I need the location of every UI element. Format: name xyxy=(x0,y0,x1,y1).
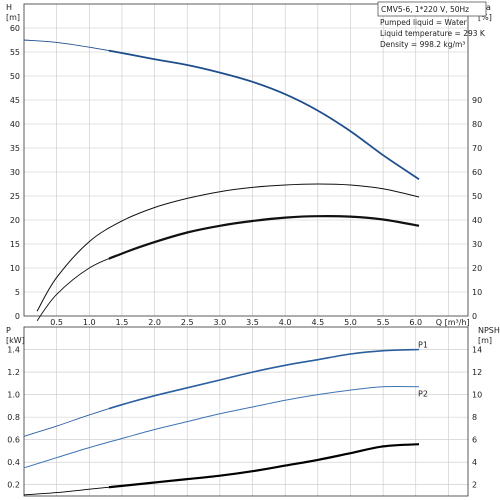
y-left-tick-label: 0.6 xyxy=(7,436,20,445)
series-line-efficiency xyxy=(108,215,420,260)
series-label-p2: P2 xyxy=(418,390,428,399)
plot-frame-head xyxy=(23,3,469,317)
y-right-tick-label: 40 xyxy=(472,216,482,225)
series-line-p1 xyxy=(108,348,420,410)
x-tick-label: 1.0 xyxy=(83,318,96,327)
x-tick-label: 6.0 xyxy=(409,318,422,327)
info-box: CMV5-6, 1*220 V, 50Hz Pumped liquid = Wa… xyxy=(377,1,487,49)
y-left-tick-label: 30 xyxy=(10,168,20,177)
info-line-temperature: Liquid temperature = 293 K xyxy=(380,29,486,38)
info-line-density: Density = 998.2 kg/m³ xyxy=(380,40,465,49)
y-left-tick-label: 0.8 xyxy=(7,413,20,422)
info-line-liquid: Pumped liquid = Water xyxy=(380,18,468,27)
y-right-tick-label: 80 xyxy=(472,120,482,129)
y-right-tick-label: 10 xyxy=(472,288,482,297)
y-left-tick-label: 25 xyxy=(10,192,20,201)
y-right-tick-label: 30 xyxy=(472,240,482,249)
y-left-tick-label: 0 xyxy=(15,312,20,321)
y-right-axis-title: NPSH xyxy=(478,326,500,335)
info-title: CMV5-6, 1*220 V, 50Hz xyxy=(381,5,469,14)
y-right-tick-label: 6 xyxy=(472,436,477,445)
frame-layer xyxy=(23,3,469,497)
y-left-axis-title: P xyxy=(6,326,11,335)
x-tick-label: 3.5 xyxy=(246,318,259,327)
plot-frame-power xyxy=(23,326,469,497)
y-left-tick-label: 20 xyxy=(10,216,20,225)
tick-layer: 0 5 10 15 20 25 30 35 40 45 50 55 60 0 10 20 30 40 50 60 70 8… xyxy=(6,3,500,490)
y-left-axis-title-unit: [m] xyxy=(6,13,20,22)
x-tick-label: 4.5 xyxy=(311,318,324,327)
x-tick-label: 3.0 xyxy=(214,318,227,327)
y-left-tick-label: 40 xyxy=(10,120,20,129)
y-right-tick-label: 70 xyxy=(472,144,482,153)
series-line-npsh xyxy=(108,443,420,489)
x-tick-label: 0.5 xyxy=(50,318,63,327)
y-right-tick-label: 14 xyxy=(472,346,482,355)
y-right-axis-title-unit: [m] xyxy=(478,336,492,345)
x-axis-title: Q [m³/h] xyxy=(436,318,470,327)
y-right-tick-label: 60 xyxy=(472,168,482,177)
series-line-p1-thin xyxy=(23,349,420,437)
x-tick-label: 5.0 xyxy=(344,318,357,327)
x-tick-label: 5.5 xyxy=(377,318,390,327)
info-title-box xyxy=(377,1,487,17)
x-tick-label: 1.5 xyxy=(116,318,129,327)
series-label-p1: P1 xyxy=(418,341,428,350)
y-left-axis-title: H xyxy=(6,3,12,12)
x-tick-label: 2.0 xyxy=(148,318,161,327)
y-left-tick-label: 1.2 xyxy=(7,368,20,377)
y-right-tick-label: 8 xyxy=(472,413,477,422)
y-left-tick-label: 50 xyxy=(10,72,20,81)
y-left-tick-label: 0.2 xyxy=(7,481,20,490)
y-right-tick-label: 12 xyxy=(472,368,482,377)
x-tick-label: 4.0 xyxy=(279,318,292,327)
y-right-tick-label: 2 xyxy=(472,481,477,490)
curve-layer: P1 P2 xyxy=(23,39,428,496)
series-line-head-thin xyxy=(23,39,420,180)
series-line-efficiency-thin xyxy=(36,215,420,322)
y-left-tick-label: 1.0 xyxy=(7,391,20,400)
series-line-efficiency-thin xyxy=(36,183,420,312)
series-line-p2 xyxy=(23,385,420,469)
y-right-tick-label: 20 xyxy=(472,264,482,273)
y-right-tick-label: 4 xyxy=(472,458,477,467)
y-right-tick-label: 0 xyxy=(472,312,477,321)
y-left-tick-label: 15 xyxy=(10,240,20,249)
y-left-tick-label: 55 xyxy=(10,48,20,57)
y-left-tick-label: 10 xyxy=(10,264,20,273)
y-left-tick-label: 5 xyxy=(15,288,20,297)
y-right-axis-title-unit: [%] xyxy=(478,13,492,22)
y-right-tick-label: 90 xyxy=(472,96,482,105)
y-left-tick-label: 60 xyxy=(10,24,20,33)
y-left-tick-label: 35 xyxy=(10,144,20,153)
y-left-tick-label: 0.4 xyxy=(7,458,20,467)
x-tick-label: 2.5 xyxy=(181,318,194,327)
y-left-tick-label: 1.4 xyxy=(7,346,20,355)
y-left-axis-title-unit: [kW] xyxy=(6,336,25,345)
y-right-tick-label: 10 xyxy=(472,391,482,400)
grid-layer xyxy=(24,4,468,496)
series-line-head xyxy=(108,49,420,180)
y-left-tick-label: 45 xyxy=(10,96,20,105)
y-right-tick-label: 50 xyxy=(472,192,482,201)
